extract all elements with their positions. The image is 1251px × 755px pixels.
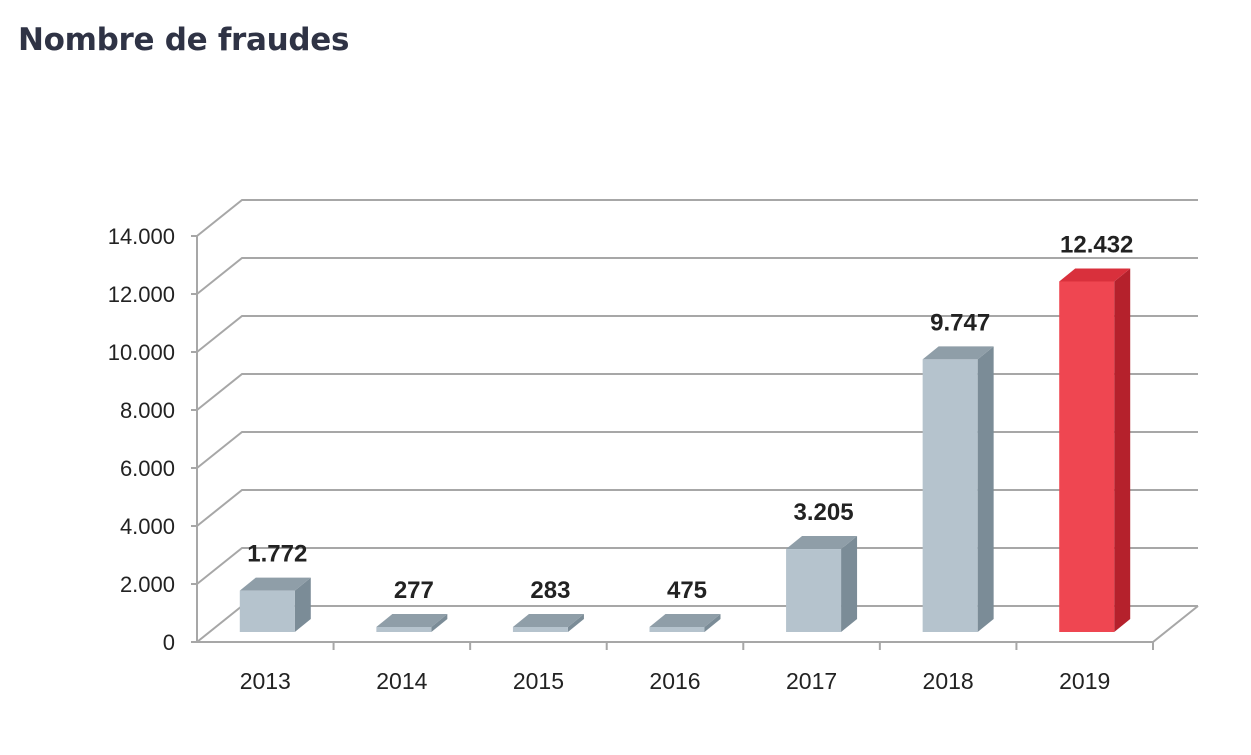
bar-2015 [512, 614, 584, 632]
x-tick-label: 2014 [376, 668, 427, 694]
gridline [196, 199, 1198, 237]
y-axis-tick-labels: 0 2.000 4.000 6.000 8.000 10.000 12.000 14.000 [108, 224, 197, 655]
x-tick-label: 2019 [1059, 668, 1110, 694]
bar-top [239, 577, 311, 591]
gridline [196, 373, 1198, 411]
bar-front [512, 627, 568, 632]
bars-layer [239, 268, 1131, 632]
bar-top [786, 536, 858, 550]
y-tick-label: 10.000 [108, 340, 175, 365]
page-title: Nombre de fraudes [18, 22, 350, 58]
bar-front [239, 590, 295, 632]
y-tick-label: 6.000 [120, 456, 175, 481]
bar-2014 [376, 614, 448, 632]
bar-2017 [786, 536, 858, 632]
bar-2013 [239, 577, 311, 632]
bar-2019 [1059, 268, 1131, 632]
gridline [196, 257, 1198, 295]
bar-front [376, 627, 432, 632]
bar-front [649, 627, 705, 632]
bar-side [704, 614, 721, 632]
gridline [196, 315, 1198, 353]
x-axis-tick-labels: 2013 2014 2015 2016 2017 2018 2019 [240, 642, 1154, 694]
gridline [196, 547, 1198, 585]
grid-layer [196, 199, 1199, 643]
y-tick-label: 8.000 [120, 398, 175, 423]
gridline [196, 489, 1198, 527]
bar-2018 [922, 346, 994, 632]
bar-front [922, 359, 978, 632]
data-labels-layer: 1.772 277 283 475 3.205 9.747 12.432 [247, 231, 1133, 604]
bar-side [841, 536, 858, 632]
data-label: 277 [394, 577, 434, 604]
y-tick-label: 4.000 [120, 514, 175, 539]
bar-front [786, 549, 842, 632]
bar-top [512, 614, 584, 627]
data-label: 283 [530, 577, 570, 604]
gridline [196, 431, 1198, 469]
y-tick-label: 14.000 [108, 224, 175, 249]
x-tick-label: 2013 [240, 668, 291, 694]
bar-side [294, 577, 311, 632]
bar-side [977, 346, 994, 632]
bar-top [1059, 268, 1131, 282]
x-tick-label: 2016 [649, 668, 700, 694]
bar-2016 [649, 614, 721, 632]
bar-side [431, 614, 448, 632]
bar-side [567, 614, 584, 632]
data-label: 9.747 [930, 309, 990, 336]
x-tick-label: 2018 [923, 668, 974, 694]
x-tick-label: 2015 [513, 668, 564, 694]
data-label: 1.772 [247, 541, 307, 568]
bar-top [649, 614, 721, 627]
bar-side [1114, 268, 1131, 632]
y-tick-label: 0 [163, 630, 175, 655]
data-label: 475 [667, 577, 707, 604]
data-label: 12.432 [1060, 231, 1133, 258]
bar-front [1059, 281, 1115, 632]
y-tick-label: 12.000 [108, 282, 175, 307]
y-tick-label: 2.000 [120, 572, 175, 597]
x-tick-label: 2017 [786, 668, 837, 694]
data-label: 3.205 [794, 499, 854, 526]
bar-top [922, 346, 994, 360]
bar-top [376, 614, 448, 627]
